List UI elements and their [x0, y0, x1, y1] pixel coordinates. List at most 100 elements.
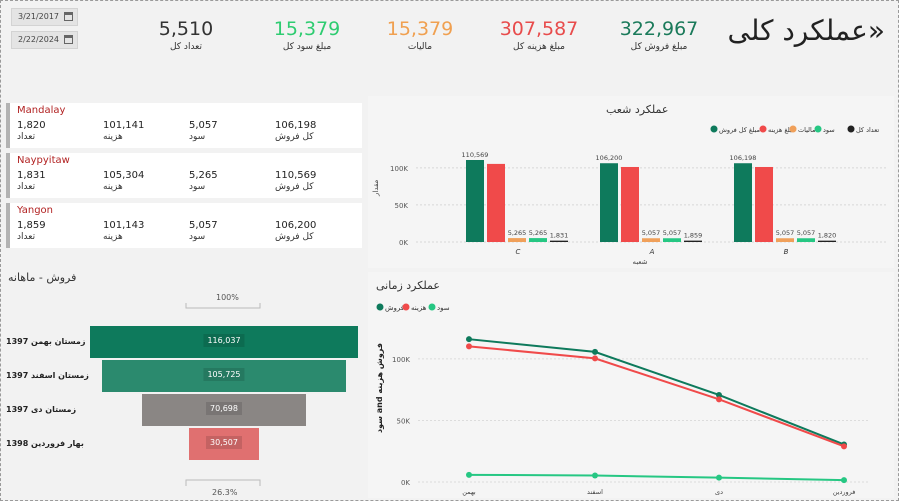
- branch-sales: 106,200: [275, 220, 317, 231]
- funnel-category-label: زمستان بهمن 1397: [6, 337, 86, 346]
- bar: [797, 238, 815, 242]
- y-tick-label: 100K: [390, 165, 408, 173]
- bar: [776, 238, 794, 242]
- branch-card-naypyitaw[interactable]: Naypyitaw 1,831 105,304 5,265 110,569 تع…: [6, 153, 362, 198]
- branch-chart-grid: 100K 50K 0K: [390, 165, 886, 247]
- card-accent: [6, 153, 10, 198]
- data-label: 106,198: [730, 154, 757, 162]
- funnel-bar[interactable]: 70,698: [142, 394, 306, 426]
- y-tick-label: 100K: [392, 356, 410, 364]
- funnel-category-label: بهار فروردین 1398: [6, 439, 84, 448]
- bar: [550, 240, 568, 242]
- card-accent: [6, 203, 10, 248]
- data-point: [716, 391, 722, 398]
- funnel-bar[interactable]: 116,037: [90, 326, 358, 358]
- funnel-bottom-pct: 26.3%: [212, 488, 238, 497]
- bar: [487, 163, 505, 242]
- calendar-icon[interactable]: [64, 12, 73, 21]
- y-tick-label: 50K: [395, 202, 409, 210]
- branch-name: Naypyitaw: [17, 155, 70, 166]
- legend-marker: [402, 303, 410, 311]
- branch-chart-title: عملکرد شعب: [606, 103, 669, 116]
- label-sales: کل فروش: [275, 232, 314, 242]
- branch-cost: 105,304: [103, 170, 145, 181]
- data-point: [466, 471, 472, 478]
- branch-name: Mandalay: [17, 105, 66, 116]
- x-tick-label: B: [784, 248, 789, 256]
- y-tick-label: 50K: [397, 417, 411, 425]
- bar: [734, 163, 752, 242]
- x-tick-label: C: [516, 248, 521, 256]
- card-accent: [6, 103, 10, 148]
- calendar-icon[interactable]: [64, 35, 73, 44]
- label-count: تعداد: [17, 232, 36, 242]
- legend-label: مبلغ هزینه: [768, 126, 795, 134]
- data-point: [716, 396, 722, 403]
- data-label: 1,859: [684, 232, 703, 240]
- bar: [642, 238, 660, 242]
- legend-label: مالیات: [798, 126, 816, 134]
- date-to-value: 2/22/2024: [18, 35, 60, 44]
- time-chart-panel: [368, 272, 894, 498]
- funnel-bar[interactable]: 30,507: [188, 428, 260, 460]
- funnel-value-label: 30,507: [205, 436, 242, 449]
- data-label: 5,057: [797, 229, 816, 237]
- funnel-value-label: 70,698: [205, 402, 242, 415]
- legend-label: هزینه: [411, 304, 427, 312]
- branch-chart-legend: مبلغ کل فروش مبلغ هزینه مالیات سود تعداد کل: [710, 125, 879, 134]
- label-sales: کل فروش: [275, 182, 314, 192]
- branch-card-mandalay[interactable]: Mandalay 1,820 101,141 5,057 106,198 تعد…: [6, 103, 362, 148]
- x-tick-label: فروردین: [833, 488, 856, 496]
- kpi-value: 5,510: [158, 18, 214, 40]
- bar: [755, 166, 773, 242]
- branch-card-yangon[interactable]: Yangon 1,859 101,143 5,057 106,200 تعداد…: [6, 203, 362, 248]
- data-point: [592, 348, 598, 355]
- y-tick-label: 0K: [399, 239, 408, 247]
- y-tick-label: 0K: [401, 479, 410, 487]
- kpi-value: 322,967: [619, 18, 699, 40]
- legend-label: مبلغ کل فروش: [719, 126, 760, 134]
- funnel-chart: 116,037 زمستان بهمن 1397 105,725 زمستان اسف…: [0, 326, 362, 466]
- branch-chart: مبلغ کل فروش مبلغ هزینه مالیات سود تعداد کل …: [372, 125, 886, 266]
- data-point: [841, 443, 847, 450]
- legend-marker: [759, 125, 767, 133]
- series-line: [468, 345, 845, 448]
- branch-sales: 106,198: [275, 120, 317, 131]
- series-line: [468, 473, 845, 482]
- time-chart-lines: [466, 336, 847, 484]
- legend-marker: [376, 303, 384, 311]
- time-chart: فروش هزینه سود 100K 50K 0K بهمن اسفند دی فروردین…: [375, 303, 868, 496]
- branch-name: Yangon: [17, 205, 54, 216]
- funnel-title: فروش - ماهانه: [8, 271, 77, 284]
- legend-marker: [847, 125, 855, 133]
- label-profit: سود: [189, 182, 206, 192]
- time-chart-grid: 100K 50K 0K بهمن اسفند دی فروردین: [392, 356, 868, 496]
- bar: [621, 166, 639, 242]
- bar: [663, 238, 681, 242]
- funnel-bar[interactable]: 105,725: [101, 360, 347, 392]
- kpi-tax: 15,379 مالیات: [365, 18, 475, 52]
- funnel-guides: [185, 303, 261, 486]
- data-label: 1,831: [550, 232, 569, 240]
- data-label: 106,200: [596, 154, 623, 162]
- x-tick-label: A: [649, 248, 655, 256]
- x-tick-label: دی: [715, 488, 723, 496]
- funnel-value-label: 116,037: [203, 334, 245, 347]
- branch-count: 1,831: [17, 170, 46, 181]
- page-title: «عملکرد کلی: [727, 14, 885, 47]
- date-from-input[interactable]: 3/21/2017: [11, 8, 78, 26]
- funnel-category-label: زمستان اسفند 1397: [6, 371, 89, 380]
- funnel-top-pct: 100%: [216, 293, 239, 302]
- branch-count: 1,859: [17, 220, 46, 231]
- data-point: [716, 474, 722, 481]
- label-count: تعداد: [17, 132, 36, 142]
- data-point: [466, 343, 472, 350]
- data-point: [592, 472, 598, 479]
- date-to-input[interactable]: 2/22/2024: [11, 31, 78, 49]
- bar: [684, 240, 702, 242]
- data-point: [841, 477, 847, 484]
- data-label: 110,569: [462, 151, 489, 159]
- data-label: 5,057: [776, 229, 795, 237]
- kpi-total-profit: 15,379 مبلغ سود کل: [252, 18, 362, 52]
